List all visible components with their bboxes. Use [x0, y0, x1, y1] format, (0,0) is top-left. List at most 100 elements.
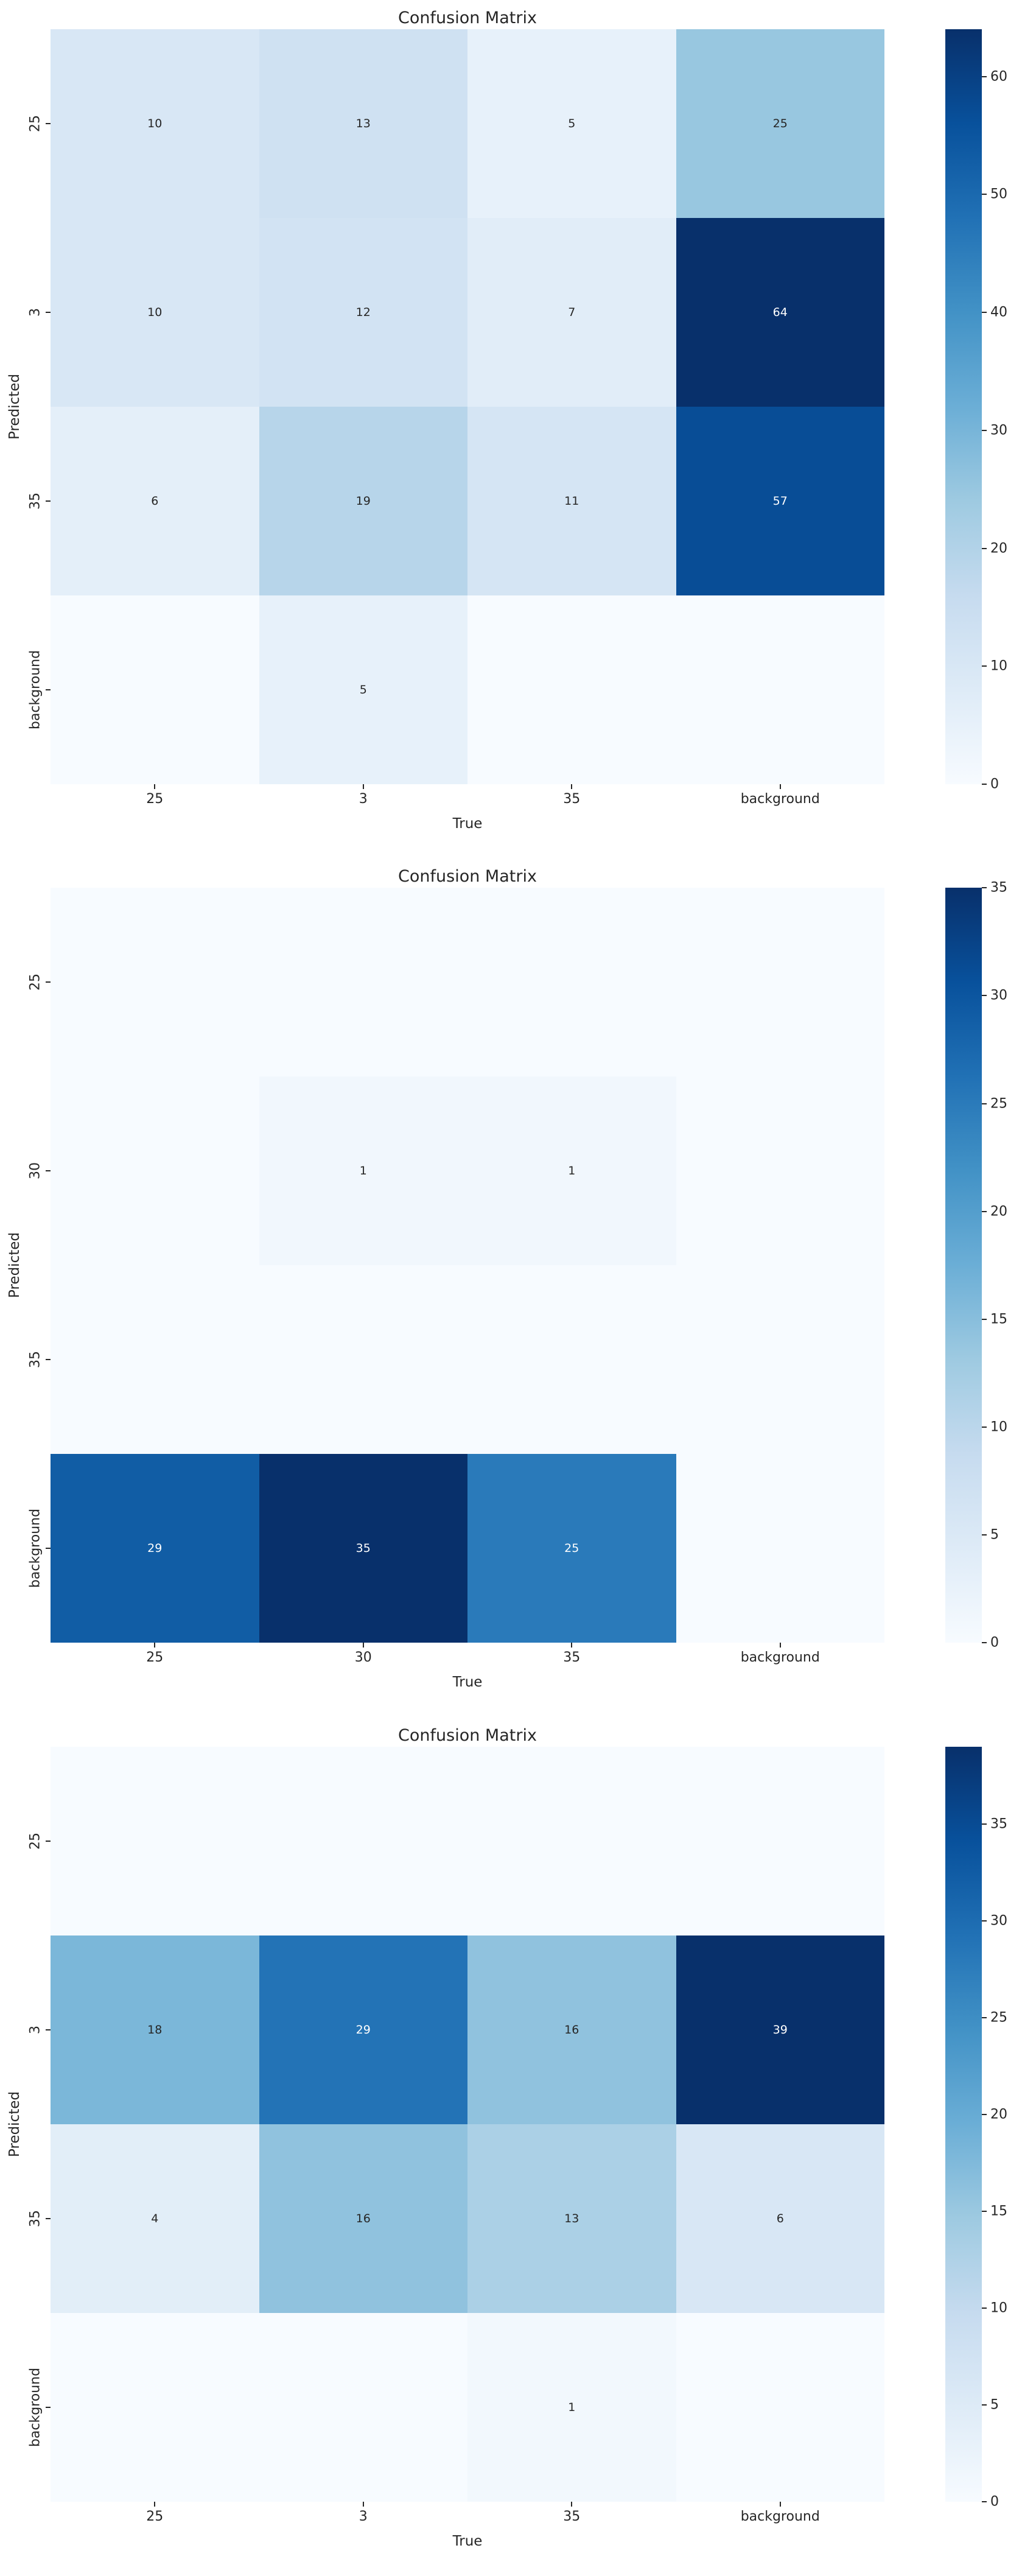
heatmap-cell: 7 [467, 218, 676, 407]
colorbar-tick-label: 30 [990, 1913, 1007, 1929]
colorbar-tick-label: 15 [990, 1311, 1007, 1327]
colorbar-tick-mark [982, 2210, 987, 2212]
colorbar-tick-label: 10 [990, 1419, 1007, 1435]
y-axis-title: Predicted [7, 1232, 23, 1299]
colorbar-tick-label: 10 [990, 658, 1007, 674]
cell-value: 16 [355, 2211, 371, 2225]
heatmap-cell: 6 [51, 407, 259, 595]
heatmap-cell: 29 [51, 1454, 259, 1643]
cell-value: 39 [772, 2023, 788, 2037]
colorbar-tick-label: 30 [990, 423, 1007, 438]
y-axis-title: Predicted [7, 374, 23, 440]
y-tick-label: 25 [27, 1832, 43, 1850]
confusion-matrix-figure-1: Confusion Matrix Predicted 10 13 5 25 10 12 7 6… [0, 0, 1036, 859]
colorbar-tick-mark [982, 995, 987, 997]
cell-value: 19 [355, 494, 371, 508]
heatmap-cell: 12 [259, 218, 467, 407]
colorbar-tick-mark [982, 2501, 987, 2502]
x-tick-label: 3 [359, 791, 368, 807]
colorbar-tick-label: 50 [990, 186, 1007, 202]
cell-value: 25 [564, 1542, 579, 1556]
colorbar-tick-mark [982, 887, 987, 889]
colorbar-tick-label: 30 [990, 988, 1007, 1003]
y-tick-label: 30 [27, 1162, 43, 1180]
colorbar [945, 1746, 982, 2502]
heatmap-cell [259, 888, 467, 1077]
cell-value: 13 [564, 2211, 579, 2225]
y-tick-label: 3 [27, 2025, 43, 2034]
y-tick-mark [46, 2217, 51, 2219]
heatmap-cell [51, 1076, 259, 1266]
cell-value: 29 [147, 1542, 163, 1556]
x-tick-label: background [740, 2508, 820, 2524]
cell-value: 7 [568, 306, 576, 319]
cell-value: 18 [147, 2023, 163, 2037]
cell-value: 12 [355, 306, 371, 319]
cell-value: 57 [772, 494, 788, 508]
heatmap-cell [676, 1076, 884, 1266]
colorbar-tick-label: 20 [990, 541, 1007, 556]
x-tick-mark [571, 2501, 573, 2507]
y-tick-mark [46, 2406, 51, 2408]
x-tick-mark [154, 2501, 156, 2507]
x-tick-mark [571, 1643, 573, 1648]
x-tick-label: 25 [146, 2508, 164, 2524]
heatmap-cell: 4 [51, 2124, 259, 2313]
cell-value: 1 [359, 1164, 367, 1178]
y-tick-mark [46, 1840, 51, 1842]
colorbar [945, 29, 982, 784]
confusion-matrix-figure-3: Confusion Matrix Predicted 18 29 16 39 4 16 13… [0, 1717, 1036, 2576]
cell-value: 1 [568, 2400, 576, 2414]
heatmap-grid: 18 29 16 39 4 16 13 6 1 [51, 1746, 884, 2502]
heatmap-cell: 25 [676, 29, 884, 218]
y-tick-mark [46, 312, 51, 313]
heatmap-cell [467, 1746, 676, 1936]
colorbar-tick-label: 10 [990, 2300, 1007, 2316]
colorbar-tick-mark [982, 1318, 987, 1320]
heatmap-cell: 16 [467, 1935, 676, 2124]
heatmap-cell: 29 [259, 1935, 467, 2124]
heatmap-cell: 39 [676, 1935, 884, 2124]
y-tick-label: background [27, 1509, 43, 1588]
x-tick-label: 35 [563, 1650, 581, 1666]
y-tick-mark [46, 689, 51, 690]
colorbar-tick-mark [982, 194, 987, 195]
chart-title: Confusion Matrix [398, 1725, 537, 1745]
colorbar-tick-mark [982, 2307, 987, 2309]
x-tick-mark [362, 1643, 364, 1648]
x-tick-mark [779, 784, 781, 789]
heatmap-cell [259, 1746, 467, 1936]
y-tick-mark [46, 1548, 51, 1549]
colorbar-tick-label: 0 [990, 1635, 999, 1651]
cell-value: 13 [355, 117, 371, 130]
colorbar-tick-label: 0 [990, 776, 999, 792]
colorbar-tick-mark [982, 1642, 987, 1644]
x-tick-label: 25 [146, 791, 164, 807]
heatmap-cell: 57 [676, 407, 884, 595]
colorbar-tick-mark [982, 75, 987, 77]
x-tick-label: background [740, 1650, 820, 1666]
heatmap-cell [51, 1746, 259, 1936]
x-tick-label: 25 [146, 1650, 164, 1666]
colorbar-tick-label: 25 [990, 2010, 1007, 2026]
heatmap-cell: 16 [259, 2124, 467, 2313]
colorbar-tick-label: 20 [990, 2107, 1007, 2122]
heatmap-cell: 19 [259, 407, 467, 595]
colorbar-tick-label: 5 [990, 1527, 999, 1543]
colorbar-tick-label: 20 [990, 1204, 1007, 1220]
x-tick-mark [571, 784, 573, 789]
colorbar [945, 888, 982, 1643]
heatmap-cell: 13 [467, 2124, 676, 2313]
colorbar-tick-label: 25 [990, 1096, 1007, 1112]
cell-value: 11 [564, 494, 579, 508]
heatmap-grid: 10 13 5 25 10 12 7 64 6 19 11 57 5 [51, 29, 884, 784]
colorbar-tick-mark [982, 1103, 987, 1104]
colorbar-tick-mark [982, 429, 987, 431]
heatmap-cell [467, 888, 676, 1077]
heatmap-cell: 64 [676, 218, 884, 407]
heatmap-cell: 13 [259, 29, 467, 218]
colorbar-tick-label: 35 [990, 1816, 1007, 1832]
y-tick-label: 25 [27, 974, 43, 991]
y-axis-title: Predicted [7, 2091, 23, 2157]
y-tick-label: 35 [27, 493, 43, 510]
